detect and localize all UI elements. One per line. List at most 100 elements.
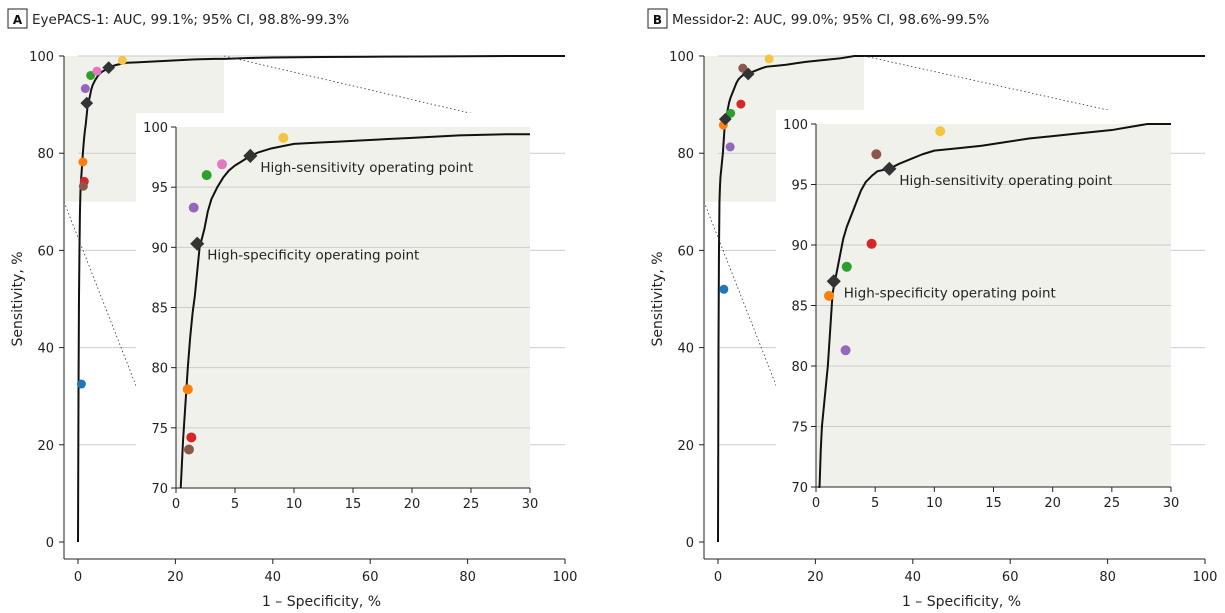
inset-x-tick-label: 30 (522, 497, 539, 512)
main-ophthalmologist-point (76, 379, 86, 389)
main-ophthalmologist-point (736, 99, 746, 109)
panel-letter-box (7, 8, 28, 29)
main-y-tick-label: 60 (677, 244, 694, 259)
main-ophthalmologist-point (78, 157, 88, 167)
main-y-tick-label: 80 (37, 147, 54, 162)
inset-operating-point-marker (826, 274, 841, 289)
inset-ophthalmologist-point (182, 384, 193, 395)
panel-title: Messidor-2: AUC, 99.0%; 95% CI, 98.6%-99… (672, 12, 990, 28)
inset-x-tick-label: 5 (871, 496, 879, 511)
main-x-tick-label: 0 (74, 570, 82, 585)
inset-x-tick-label: 0 (172, 497, 180, 512)
inset-x-tick-label: 10 (286, 497, 303, 512)
panel-title: EyePACS-1: AUC, 99.1%; 95% CI, 98.8%-99.… (32, 12, 349, 28)
inset-panel: 0 5 10 15 20 25 30 70 75 80 85 90 95 100 High-specific… (136, 113, 538, 512)
main-y-tick-label: 100 (29, 50, 54, 65)
inset-x-tick-label: 25 (1104, 496, 1121, 511)
main-x-tick-label: 80 (459, 570, 476, 585)
main-y-tick-label: 80 (677, 147, 694, 162)
inset-x-tick-label: 0 (812, 496, 820, 511)
main-y-tick-label: 40 (677, 342, 694, 357)
main-ophthalmologist-point (117, 55, 127, 65)
inset-x-tick-label: 15 (985, 496, 1002, 511)
inset-x-tick-label: 30 (1163, 496, 1180, 511)
main-ophthalmologist-point (764, 54, 774, 64)
inset-y-tick-label: 70 (791, 481, 808, 496)
inset-y-tick-label: 85 (791, 300, 808, 315)
zoom-connector-bottom (703, 201, 817, 488)
main-ophthalmologist-point (92, 66, 102, 76)
inset-y-tick-label: 90 (791, 239, 808, 254)
main-x-tick-label: 100 (1193, 570, 1218, 585)
main-x-tick-label: 20 (807, 570, 824, 585)
inset-operating-point-marker (882, 161, 897, 176)
panel-a: A EyePACS-1: AUC, 99.1%; 95% CI, 98.8%-99… (7, 8, 578, 610)
inset-ophthalmologist-point (840, 345, 851, 356)
main-x-tick-label: 40 (905, 570, 922, 585)
main-ophthalmologist-point (80, 84, 90, 94)
main-y-tick-label: 20 (37, 439, 54, 454)
main-x-tick-label: 100 (553, 570, 578, 585)
inset-y-tick-label: 75 (151, 422, 168, 437)
inset-y-tick-label: 75 (791, 421, 808, 436)
main-y-tick-label: 100 (669, 50, 694, 65)
main-ophthalmologist-point (725, 142, 735, 152)
inset-x-tick-label: 10 (926, 496, 943, 511)
inset-operating-point-marker (243, 148, 258, 163)
inset-y-tick-label: 70 (151, 482, 168, 497)
inset-ophthalmologist-point (866, 238, 877, 249)
panel-b: B Messidor-2: AUC, 99.0%; 95% CI, 98.6%-9… (647, 8, 1218, 610)
x-axis-label: 1 – Specificity, % (902, 594, 1021, 609)
main-x-tick-label: 20 (167, 570, 184, 585)
main-ophthalmologist-point (738, 63, 748, 73)
main-y-tick-label: 0 (686, 536, 694, 551)
x-axis-label: 1 – Specificity, % (262, 594, 381, 609)
inset-ophthalmologist-point (824, 290, 835, 301)
inset-ophthalmologist-point (217, 159, 228, 170)
inset-ophthalmologist-point (201, 170, 212, 181)
main-y-tick-label: 60 (37, 244, 54, 259)
inset-x-tick-label: 25 (463, 497, 480, 512)
inset-ophthalmologist-point (186, 432, 197, 443)
inset-x-tick-label: 5 (231, 497, 239, 512)
operating-point-label: High-sensitivity operating point (899, 173, 1112, 189)
main-y-tick-label: 20 (677, 439, 694, 454)
main-ophthalmologist-point (726, 108, 736, 118)
operating-point-label: High-specificity operating point (844, 285, 1056, 301)
zoom-connector-top (864, 55, 1172, 125)
inset-ophthalmologist-point (183, 444, 194, 455)
main-ophthalmologist-point (719, 284, 729, 294)
main-ophthalmologist-point (86, 70, 96, 80)
main-roc-curve (717, 55, 1205, 543)
main-y-tick-label: 40 (37, 342, 54, 357)
inset-y-tick-label: 80 (151, 362, 168, 377)
inset-y-tick-label: 95 (151, 181, 168, 196)
main-x-tick-label: 0 (714, 570, 722, 585)
inset-y-tick-label: 85 (151, 302, 168, 317)
inset-x-tick-label: 20 (404, 497, 421, 512)
inset-ophthalmologist-point (871, 149, 882, 160)
panel-letter: B (653, 13, 662, 27)
operating-point-label: High-specificity operating point (207, 248, 419, 264)
inset-y-tick-label: 100 (783, 118, 808, 133)
inset-y-tick-label: 90 (151, 241, 168, 256)
inset-y-tick-label: 80 (791, 360, 808, 375)
main-x-tick-label: 40 (265, 570, 282, 585)
inset-y-tick-label: 100 (143, 121, 168, 136)
panel-letter-box (647, 8, 668, 29)
inset-ophthalmologist-point (188, 202, 199, 213)
main-x-tick-label: 60 (362, 570, 379, 585)
y-axis-label: Sensitivity, % (650, 251, 666, 346)
inset-roc-curve (179, 133, 530, 489)
zoom-connector-top (224, 55, 531, 128)
inset-panel: 0 5 10 15 20 25 30 70 75 80 85 90 95 100 High-specific… (776, 110, 1179, 511)
main-ophthalmologist-point (78, 181, 88, 191)
main-y-tick-label: 0 (46, 536, 54, 551)
y-axis-label: Sensitivity, % (10, 251, 26, 346)
inset-ophthalmologist-point (841, 261, 852, 272)
panel-letter: A (13, 13, 23, 27)
inset-x-tick-label: 20 (1044, 496, 1061, 511)
main-x-tick-label: 60 (1002, 570, 1019, 585)
